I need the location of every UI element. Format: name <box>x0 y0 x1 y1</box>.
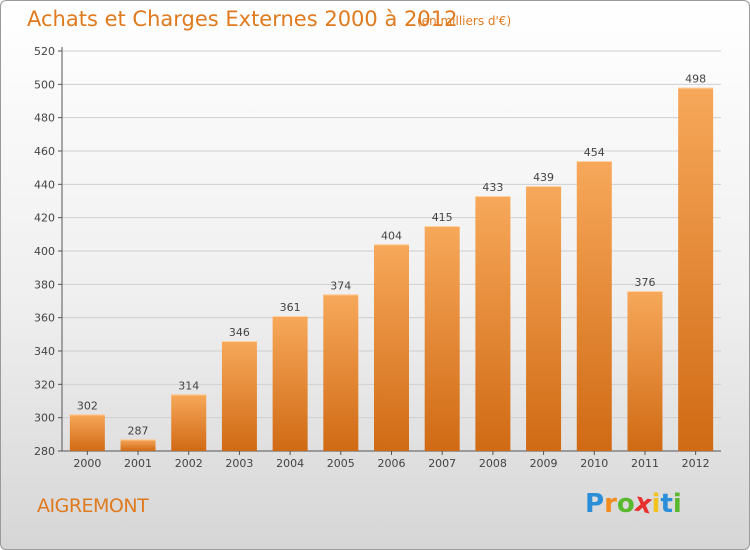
data-label-2009: 439 <box>533 171 554 184</box>
bar-2003 <box>221 341 257 451</box>
y-tick-label: 380 <box>34 278 55 291</box>
logo-letter: t <box>660 489 673 519</box>
x-tick-label-2010: 2010 <box>580 457 608 470</box>
bar-2002 <box>171 394 207 451</box>
data-label-2004: 361 <box>280 301 301 314</box>
bar-2010 <box>576 161 612 451</box>
chart-title: Achats et Charges Externes 2000 à 2012 <box>27 7 458 31</box>
bar-2006 <box>374 244 409 451</box>
proxiti-logo: Proxiti <box>585 488 682 521</box>
data-label-2011: 376 <box>634 276 655 289</box>
x-tick-label-2005: 2005 <box>327 457 355 470</box>
y-tick-label: 420 <box>34 212 55 225</box>
logo-letter: o <box>616 489 635 519</box>
bar-2012 <box>678 87 714 452</box>
data-label-2006: 404 <box>381 229 402 242</box>
bar-2004 <box>272 316 308 451</box>
x-tick-label-2008: 2008 <box>479 457 507 470</box>
data-label-2012: 498 <box>685 73 706 86</box>
y-tick-label: 520 <box>34 45 55 58</box>
x-tick-labels: 2000 2001 2002 2003 2004 2005 2006 2007 2008 2009… <box>73 457 709 470</box>
x-tick-label-2000: 2000 <box>73 457 101 470</box>
y-tick-label: 480 <box>34 112 55 125</box>
bar-2001 <box>120 439 156 451</box>
y-tick-label: 320 <box>34 378 55 391</box>
bars <box>69 87 714 452</box>
y-tick-label: 340 <box>34 345 55 358</box>
bar-2008 <box>475 196 511 451</box>
x-tick-label-2001: 2001 <box>124 457 152 470</box>
logo-letter: P <box>585 489 605 519</box>
x-tick-label-2012: 2012 <box>682 457 710 470</box>
y-tick-label: 300 <box>34 412 55 425</box>
logo-letter: i <box>651 489 661 519</box>
bar-2011 <box>627 291 663 451</box>
bar-2005 <box>323 294 359 451</box>
x-tick-label-2011: 2011 <box>631 457 659 470</box>
chart-subtitle: (en milliers d'€) <box>417 14 512 28</box>
bar-2000 <box>69 414 105 451</box>
y-tick-labels: 280 300 320 340 360 380 400 420 440 460 480 500 520 <box>34 45 55 458</box>
bar-2009 <box>526 186 562 451</box>
y-tick-label: 400 <box>34 245 55 258</box>
data-label-2005: 374 <box>330 279 351 292</box>
data-label-2000: 302 <box>77 399 98 412</box>
y-tick-label: 500 <box>34 78 55 91</box>
y-tick-label: 280 <box>34 445 55 458</box>
data-label-2008: 433 <box>482 181 503 194</box>
y-tick-label: 440 <box>34 178 55 191</box>
x-tick-label-2006: 2006 <box>378 457 406 470</box>
data-labels: 302 287 314 346 361 374 404 415 433 439 454 376 498 <box>77 73 706 438</box>
data-label-2002: 314 <box>178 379 199 392</box>
x-tick-label-2003: 2003 <box>225 457 253 470</box>
city-name: AIGREMONT <box>37 495 149 517</box>
x-tick-label-2004: 2004 <box>276 457 304 470</box>
logo-letter: i <box>672 489 682 519</box>
logo-letter: r <box>604 489 617 519</box>
y-tick-label: 460 <box>34 145 55 158</box>
data-label-2001: 287 <box>128 424 149 437</box>
data-label-2007: 415 <box>432 211 453 224</box>
data-label-2010: 454 <box>584 146 605 159</box>
data-label-2003: 346 <box>229 326 250 339</box>
x-tick-label-2002: 2002 <box>175 457 203 470</box>
y-tick-label: 360 <box>34 312 55 325</box>
x-tick-label-2007: 2007 <box>428 457 456 470</box>
bar-2007 <box>424 226 460 451</box>
x-tick-label-2009: 2009 <box>530 457 558 470</box>
